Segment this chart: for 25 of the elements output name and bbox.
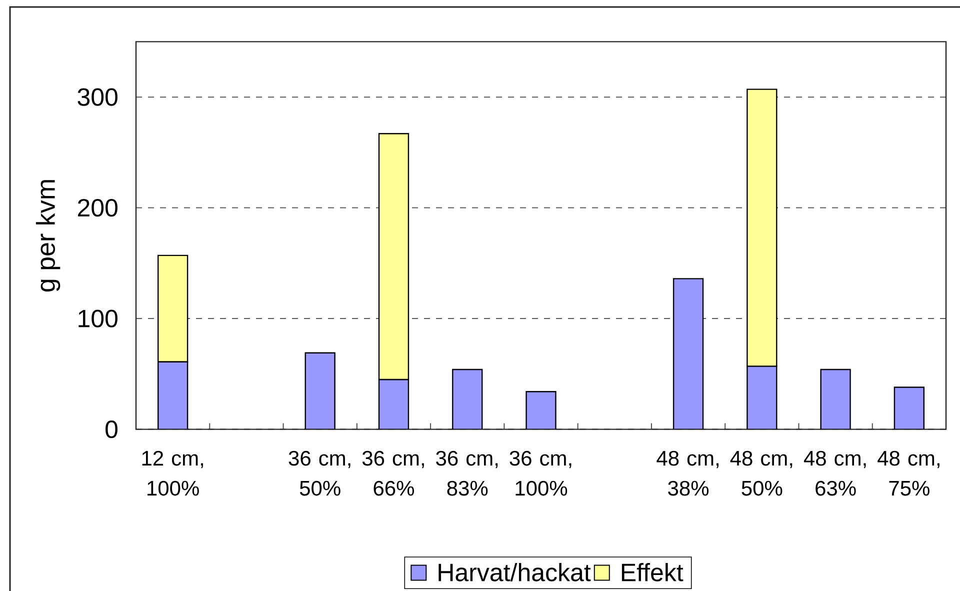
x-tick-label: 12 cm, 100% (142, 450, 204, 496)
y-tick-label: 0 (106, 420, 118, 438)
bar (304, 352, 336, 430)
x-tick-label: 36 cm, 50% (288, 450, 350, 496)
x-tick-label: 48 cm, 75% (878, 450, 940, 496)
y-tick-label: 100 (78, 310, 118, 328)
x-tick-label: 36 cm, 83% (436, 450, 498, 496)
y-axis-title: g per kvm (36, 180, 60, 292)
y-tick-label: 200 (78, 198, 118, 217)
bar (746, 366, 778, 430)
y-tick-label: 300 (78, 88, 118, 106)
bar (378, 378, 410, 430)
legend-label: Effekt (622, 562, 684, 582)
bar (894, 386, 925, 430)
bar (452, 368, 483, 430)
bar (672, 278, 704, 430)
bar (526, 391, 556, 430)
bar (157, 361, 188, 430)
x-tick-label: 36 cm, 100% (510, 450, 572, 496)
x-tick-label: 36 cm, 66% (362, 450, 424, 496)
x-tick-label: 48 cm, 63% (804, 450, 866, 496)
x-tick-label: 48 cm, 50% (730, 450, 792, 496)
bar (820, 368, 851, 430)
legend-label: Harvat/hackat (438, 562, 591, 582)
x-tick-label: 48 cm, 38% (656, 450, 718, 496)
